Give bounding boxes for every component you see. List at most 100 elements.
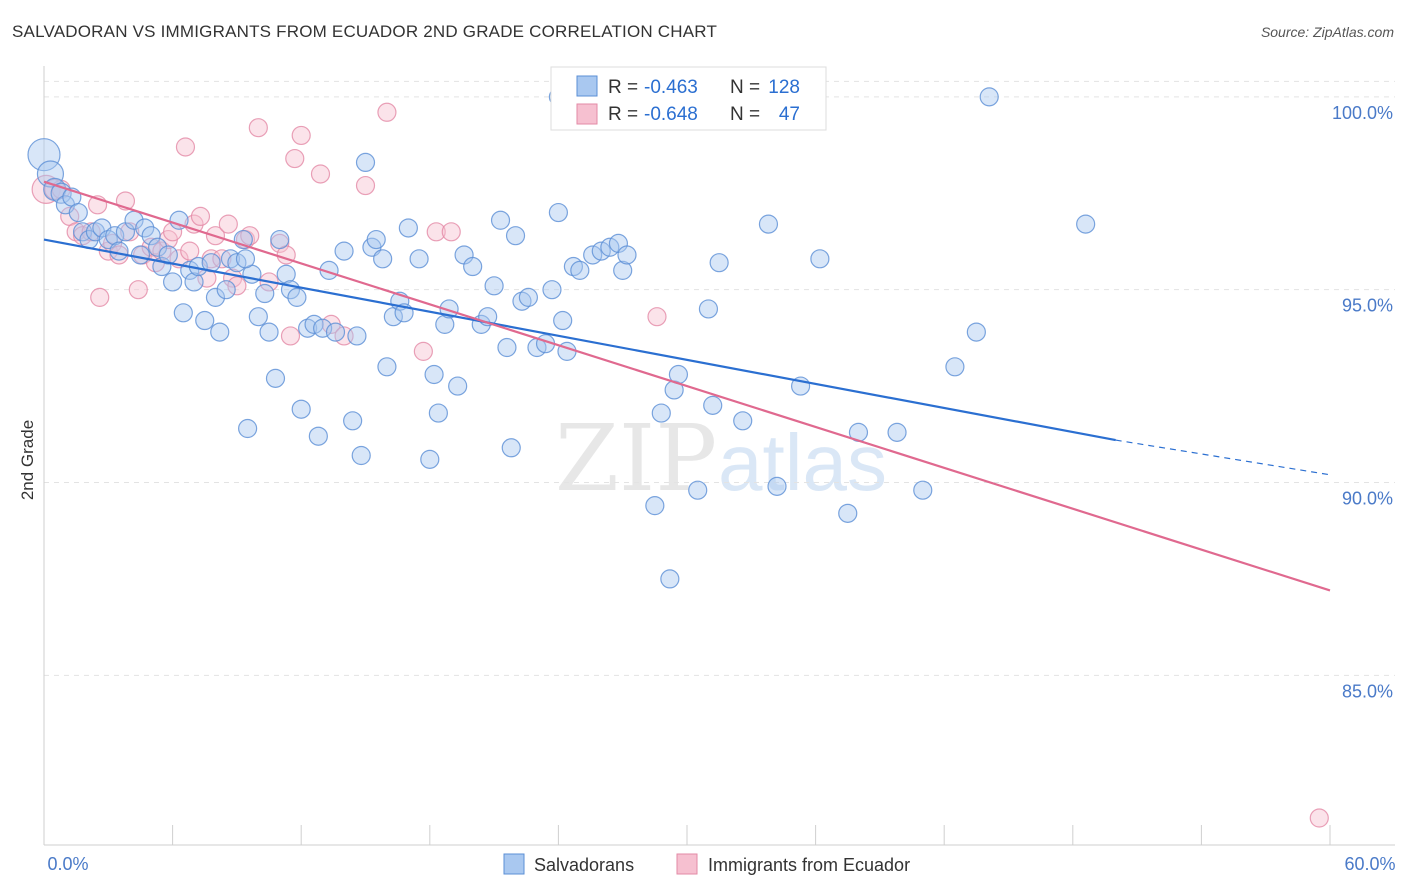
point-immigrants-from-ecuador [285,148,305,169]
point-salvadorans [497,337,517,358]
point-salvadorans [501,438,521,458]
bottom-legend-swatch-salvadorans [503,853,525,875]
legend-n-value-2: 47 [779,104,800,125]
point-immigrants-from-ecuador [291,125,311,146]
point-salvadorans [270,229,290,250]
point-salvadorans [36,160,65,188]
point-salvadorans [158,245,178,265]
point-salvadorans [195,310,215,331]
point-salvadorans [325,322,346,342]
y-tick-label: 85.0% [1342,681,1393,701]
point-immigrants-from-ecuador [227,276,247,296]
point-salvadorans [259,322,279,342]
point-immigrants-from-ecuador [355,175,376,196]
legend-r-label-1: R = [608,77,638,98]
legend-swatch-salvadorans [576,75,598,97]
point-immigrants-from-ecuador [180,241,200,261]
trend-lines [43,180,1331,592]
point-salvadorans [484,276,504,296]
y-tick-label: 100.0% [1332,103,1393,123]
point-salvadorans [163,272,183,292]
point-salvadorans [966,322,986,342]
point-salvadorans [205,287,226,307]
point-salvadorans [169,210,189,230]
point-immigrants-from-ecuador [141,237,161,257]
point-salvadorans [703,395,723,415]
point-immigrants-from-ecuador [248,118,268,138]
point-salvadorans [366,229,386,250]
point-salvadorans [548,202,569,223]
point-salvadorans [373,249,393,269]
point-salvadorans [173,303,193,323]
point-salvadorans [505,226,526,246]
point-salvadorans [141,226,161,246]
points-salvadorans [27,87,1096,589]
point-salvadorans [377,357,397,377]
point-salvadorans [758,214,779,234]
point-salvadorans [351,445,371,466]
point-immigrants-from-ecuador [31,174,61,205]
point-immigrants-from-ecuador [426,222,446,242]
point-salvadorans [287,287,307,307]
bottom-legend-label-immigrants-from-ecuador: Immigrants from Ecuador [708,855,910,875]
point-salvadorans [979,87,999,107]
axes [43,66,1395,846]
point-salvadorans [334,241,354,261]
point-salvadorans [308,426,328,446]
point-immigrants-from-ecuador [1309,808,1329,828]
point-immigrants-from-ecuador [175,137,196,157]
point-salvadorans [463,256,483,277]
point-salvadorans [235,249,256,269]
point-salvadorans [428,403,448,423]
watermark: ZIP atlas [555,405,887,512]
point-salvadorans [518,287,538,307]
point-salvadorans [490,210,511,230]
point-salvadorans [216,280,236,300]
point-salvadorans [1076,214,1096,234]
bottom-legend-label-salvadorans: Salvadorans [534,855,634,875]
point-salvadorans [313,318,333,338]
point-salvadorans [398,218,418,238]
point-salvadorans [613,260,633,280]
point-salvadorans [651,403,671,423]
legend-n-label-2: N = [730,104,760,125]
point-salvadorans [343,411,363,431]
legend-r-value-2: -0.648 [644,104,698,125]
point-salvadorans [420,449,440,469]
watermark-atlas: atlas [718,418,887,507]
point-immigrants-from-ecuador [280,326,301,346]
trend-line-salvadorans-extension [1115,439,1331,476]
x-tick-label-max: 60.0% [1344,854,1395,874]
point-salvadorans [424,364,444,385]
point-salvadorans [733,411,753,431]
bottom-legend-swatch-immigrants-from-ecuador [676,853,698,875]
point-salvadorans [448,376,468,396]
point-immigrants-from-ecuador [441,222,461,242]
point-salvadorans [255,283,275,304]
y-tick-label: 95.0% [1342,296,1393,316]
point-salvadorans [347,326,367,346]
point-immigrants-from-ecuador [190,206,211,227]
series-legend: Salvadorans Immigrants from Ecuador [503,853,910,875]
point-salvadorans [147,237,168,257]
point-immigrants-from-ecuador [90,287,110,307]
point-immigrants-from-ecuador [310,164,331,184]
y-axis-title: 2nd Grade [18,420,37,500]
point-salvadorans [184,272,204,292]
point-salvadorans [688,480,708,500]
point-salvadorans [27,138,61,172]
point-salvadorans [135,218,155,238]
point-salvadorans [291,399,311,419]
point-salvadorans [698,299,719,319]
point-salvadorans [210,322,230,342]
trend-line-immigrants-from-ecuador [43,180,1331,592]
point-salvadorans [109,241,129,261]
point-salvadorans [68,202,88,223]
point-salvadorans [945,357,965,377]
legend-swatch-immigrants-from-ecuador [576,103,598,125]
point-salvadorans [355,152,376,173]
point-salvadorans [276,264,296,284]
point-salvadorans [810,249,830,269]
point-salvadorans [570,260,590,280]
